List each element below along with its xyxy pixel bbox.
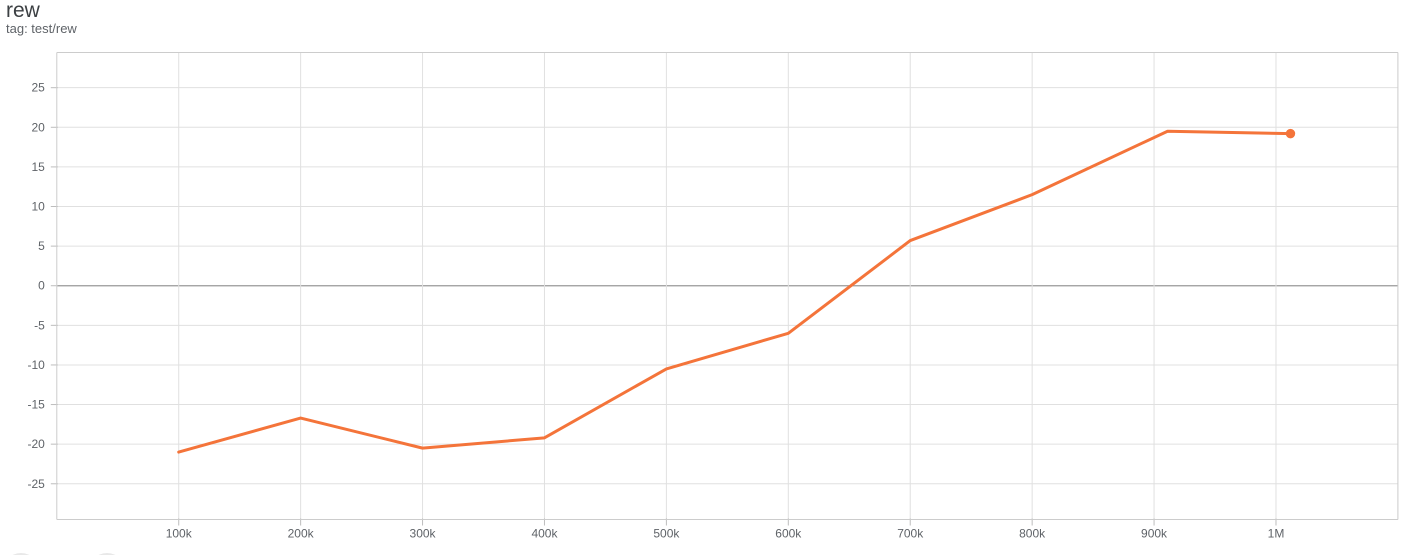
svg-text:25: 25 — [31, 81, 45, 95]
svg-text:300k: 300k — [410, 527, 437, 541]
svg-text:15: 15 — [31, 160, 45, 174]
svg-text:5: 5 — [38, 239, 45, 253]
svg-text:900k: 900k — [1141, 527, 1168, 541]
svg-text:200k: 200k — [288, 527, 315, 541]
svg-text:0: 0 — [38, 279, 45, 293]
svg-text:600k: 600k — [775, 527, 802, 541]
svg-text:-10: -10 — [27, 358, 45, 372]
svg-text:10: 10 — [31, 200, 45, 214]
svg-text:1M: 1M — [1268, 527, 1285, 541]
svg-text:-5: -5 — [34, 318, 45, 332]
svg-text:700k: 700k — [897, 527, 924, 541]
svg-text:-25: -25 — [27, 477, 45, 491]
svg-text:20: 20 — [31, 120, 45, 134]
svg-text:-15: -15 — [27, 398, 45, 412]
svg-text:100k: 100k — [166, 527, 193, 541]
svg-text:400k: 400k — [531, 527, 558, 541]
svg-text:-20: -20 — [27, 437, 45, 451]
svg-text:500k: 500k — [653, 527, 680, 541]
svg-text:800k: 800k — [1019, 527, 1046, 541]
